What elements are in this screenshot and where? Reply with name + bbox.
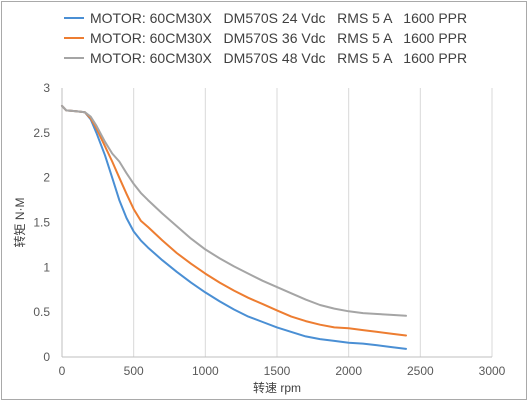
x-axis-label: 转速 rpm [253,380,301,395]
series-line-2 [61,104,407,337]
x-tick-label: 500 [124,364,144,378]
series-line-3 [61,104,407,317]
y-tick-label: 1 [43,260,50,274]
x-tick-labels: 0 500 1000 1500 2000 2500 3000 [59,364,506,378]
x-tick-label: 2000 [335,364,362,378]
y-axis-label: 转矩 N·M [12,198,27,248]
y-tick-label: 0.5 [33,305,50,319]
x-tick-label: 1000 [192,364,219,378]
gridlines [133,88,493,357]
x-tick-label: 0 [59,364,66,378]
legend-label-1: MOTOR: 60CM30X DM570S 24 Vdc RMS 5 A 160… [90,10,467,26]
x-tick-label: 3000 [479,364,506,378]
legend-label-2: MOTOR: 60CM30X DM570S 36 Vdc RMS 5 A 160… [90,30,467,46]
legend-label-3: MOTOR: 60CM30X DM570S 48 Vdc RMS 5 A 160… [90,50,467,66]
y-tick-label: 3 [43,81,50,95]
x-tick-label: 1500 [264,364,291,378]
y-tick-label: 2 [43,171,50,185]
y-tick-labels: 0 0.5 1 1.5 2 2.5 3 [33,81,50,364]
y-tick-label: 2.5 [33,126,50,140]
axes [61,88,492,358]
y-tick-label: 1.5 [33,216,50,230]
series-line-1 [61,104,407,350]
x-tick-label: 2500 [407,364,434,378]
y-tick-label: 0 [43,350,50,364]
legend: MOTOR: 60CM30X DM570S 24 Vdc RMS 5 A 160… [64,10,467,66]
series-lines [61,104,407,350]
